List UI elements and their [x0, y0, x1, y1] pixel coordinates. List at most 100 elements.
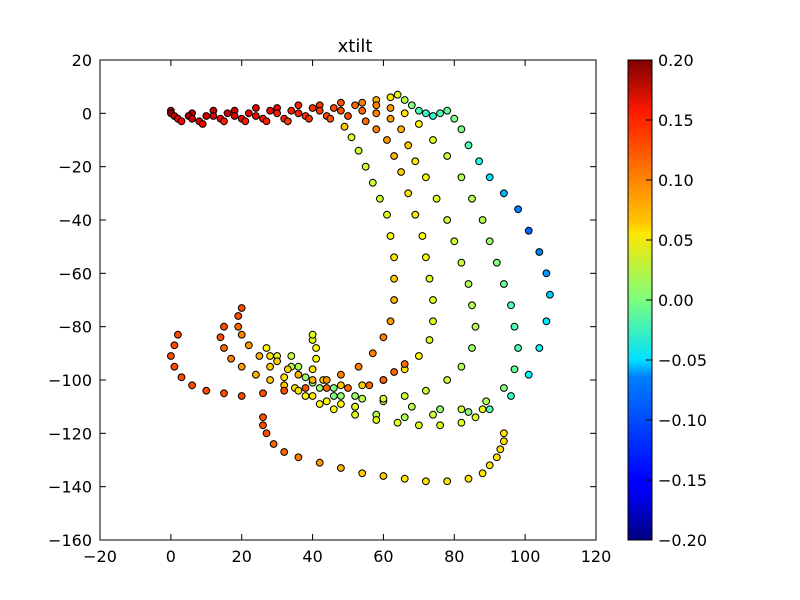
- data-point: [464, 474, 473, 483]
- data-point: [379, 333, 388, 342]
- x-tick-label: 0: [166, 547, 176, 566]
- data-point: [351, 402, 360, 411]
- data-point: [322, 384, 331, 392]
- data-point: [315, 458, 324, 467]
- data-point: [393, 418, 402, 427]
- colorbar-tick-label: 0.20: [658, 51, 694, 70]
- y-tick-label: −60: [58, 264, 92, 283]
- data-point: [259, 421, 267, 430]
- data-point: [429, 317, 437, 326]
- data-point: [294, 109, 303, 118]
- data-point: [379, 394, 388, 403]
- data-point: [422, 109, 430, 118]
- colorbar-tick-label: 0.05: [658, 231, 694, 250]
- data-point: [337, 464, 345, 472]
- data-point: [400, 392, 409, 400]
- data-point: [400, 96, 409, 104]
- data-point: [337, 381, 345, 390]
- y-tick-label: −40: [58, 211, 92, 230]
- data-point: [337, 392, 345, 400]
- data-point: [368, 349, 377, 358]
- data-point: [220, 389, 228, 398]
- data-point: [294, 101, 303, 110]
- data-point: [266, 352, 275, 360]
- data-point: [415, 120, 423, 128]
- data-point: [372, 109, 381, 118]
- data-point: [500, 189, 508, 198]
- data-point: [429, 112, 437, 120]
- data-point: [457, 258, 466, 267]
- data-point: [344, 384, 352, 392]
- data-point: [294, 370, 303, 379]
- data-point: [422, 173, 430, 182]
- data-point: [301, 392, 310, 400]
- data-point: [400, 360, 409, 368]
- data-point: [220, 117, 228, 126]
- data-point: [273, 109, 282, 118]
- data-point: [390, 274, 399, 283]
- y-tick-label: −80: [58, 318, 92, 337]
- data-point: [422, 386, 430, 395]
- data-point: [177, 117, 186, 126]
- data-point: [429, 136, 437, 144]
- y-tick-label: 0: [82, 104, 92, 123]
- data-point: [223, 109, 232, 118]
- x-axis: −20 0 20 40 60 80 100 120: [83, 60, 611, 566]
- data-point: [407, 402, 416, 411]
- data-point: [308, 365, 317, 374]
- data-point: [294, 453, 303, 462]
- data-point: [510, 322, 519, 331]
- data-point: [337, 400, 345, 408]
- data-point: [358, 106, 367, 115]
- chart-title: xtilt: [338, 36, 373, 57]
- data-point: [280, 386, 289, 395]
- data-point: [167, 352, 175, 360]
- data-point: [220, 344, 228, 352]
- y-tick-label: −140: [48, 478, 92, 497]
- data-point: [312, 344, 321, 352]
- data-point: [234, 312, 243, 320]
- data-point: [227, 354, 236, 363]
- y-tick-label: −100: [48, 371, 92, 390]
- data-point: [308, 392, 317, 400]
- data-point: [312, 354, 321, 363]
- data-point: [308, 376, 317, 384]
- data-point: [429, 296, 437, 304]
- colorbar-tick-label: −0.05: [658, 351, 707, 370]
- data-point: [415, 352, 423, 360]
- data-point: [358, 98, 367, 107]
- data-point: [443, 152, 452, 160]
- data-point: [478, 469, 487, 478]
- data-point: [337, 106, 345, 115]
- data-point: [492, 258, 501, 267]
- data-point: [262, 117, 271, 126]
- data-point: [471, 413, 480, 422]
- data-point: [535, 344, 544, 352]
- data-point: [496, 445, 505, 454]
- data-point: [464, 141, 473, 150]
- data-point: [259, 413, 267, 422]
- data-point: [252, 104, 260, 112]
- data-point: [294, 362, 303, 371]
- data-point: [404, 189, 413, 198]
- data-point: [464, 280, 473, 288]
- data-point: [301, 384, 310, 392]
- y-axis: −160 −140 −120 −100 −80 −60 −40 −20 0 20: [48, 51, 596, 550]
- data-point: [266, 362, 275, 371]
- data-point: [170, 362, 179, 371]
- data-point: [514, 344, 522, 352]
- data-point: [415, 106, 423, 115]
- data-point: [252, 112, 260, 120]
- data-point: [287, 106, 296, 115]
- y-tick-label: 20: [72, 51, 92, 70]
- data-point: [301, 373, 310, 382]
- colorbar-tick-label: 0.15: [658, 111, 694, 130]
- data-point: [202, 112, 211, 120]
- data-point: [436, 405, 445, 414]
- data-point: [322, 397, 331, 406]
- data-point: [450, 114, 459, 123]
- data-point: [216, 333, 225, 342]
- data-point: [326, 114, 335, 123]
- data-point: [404, 141, 413, 150]
